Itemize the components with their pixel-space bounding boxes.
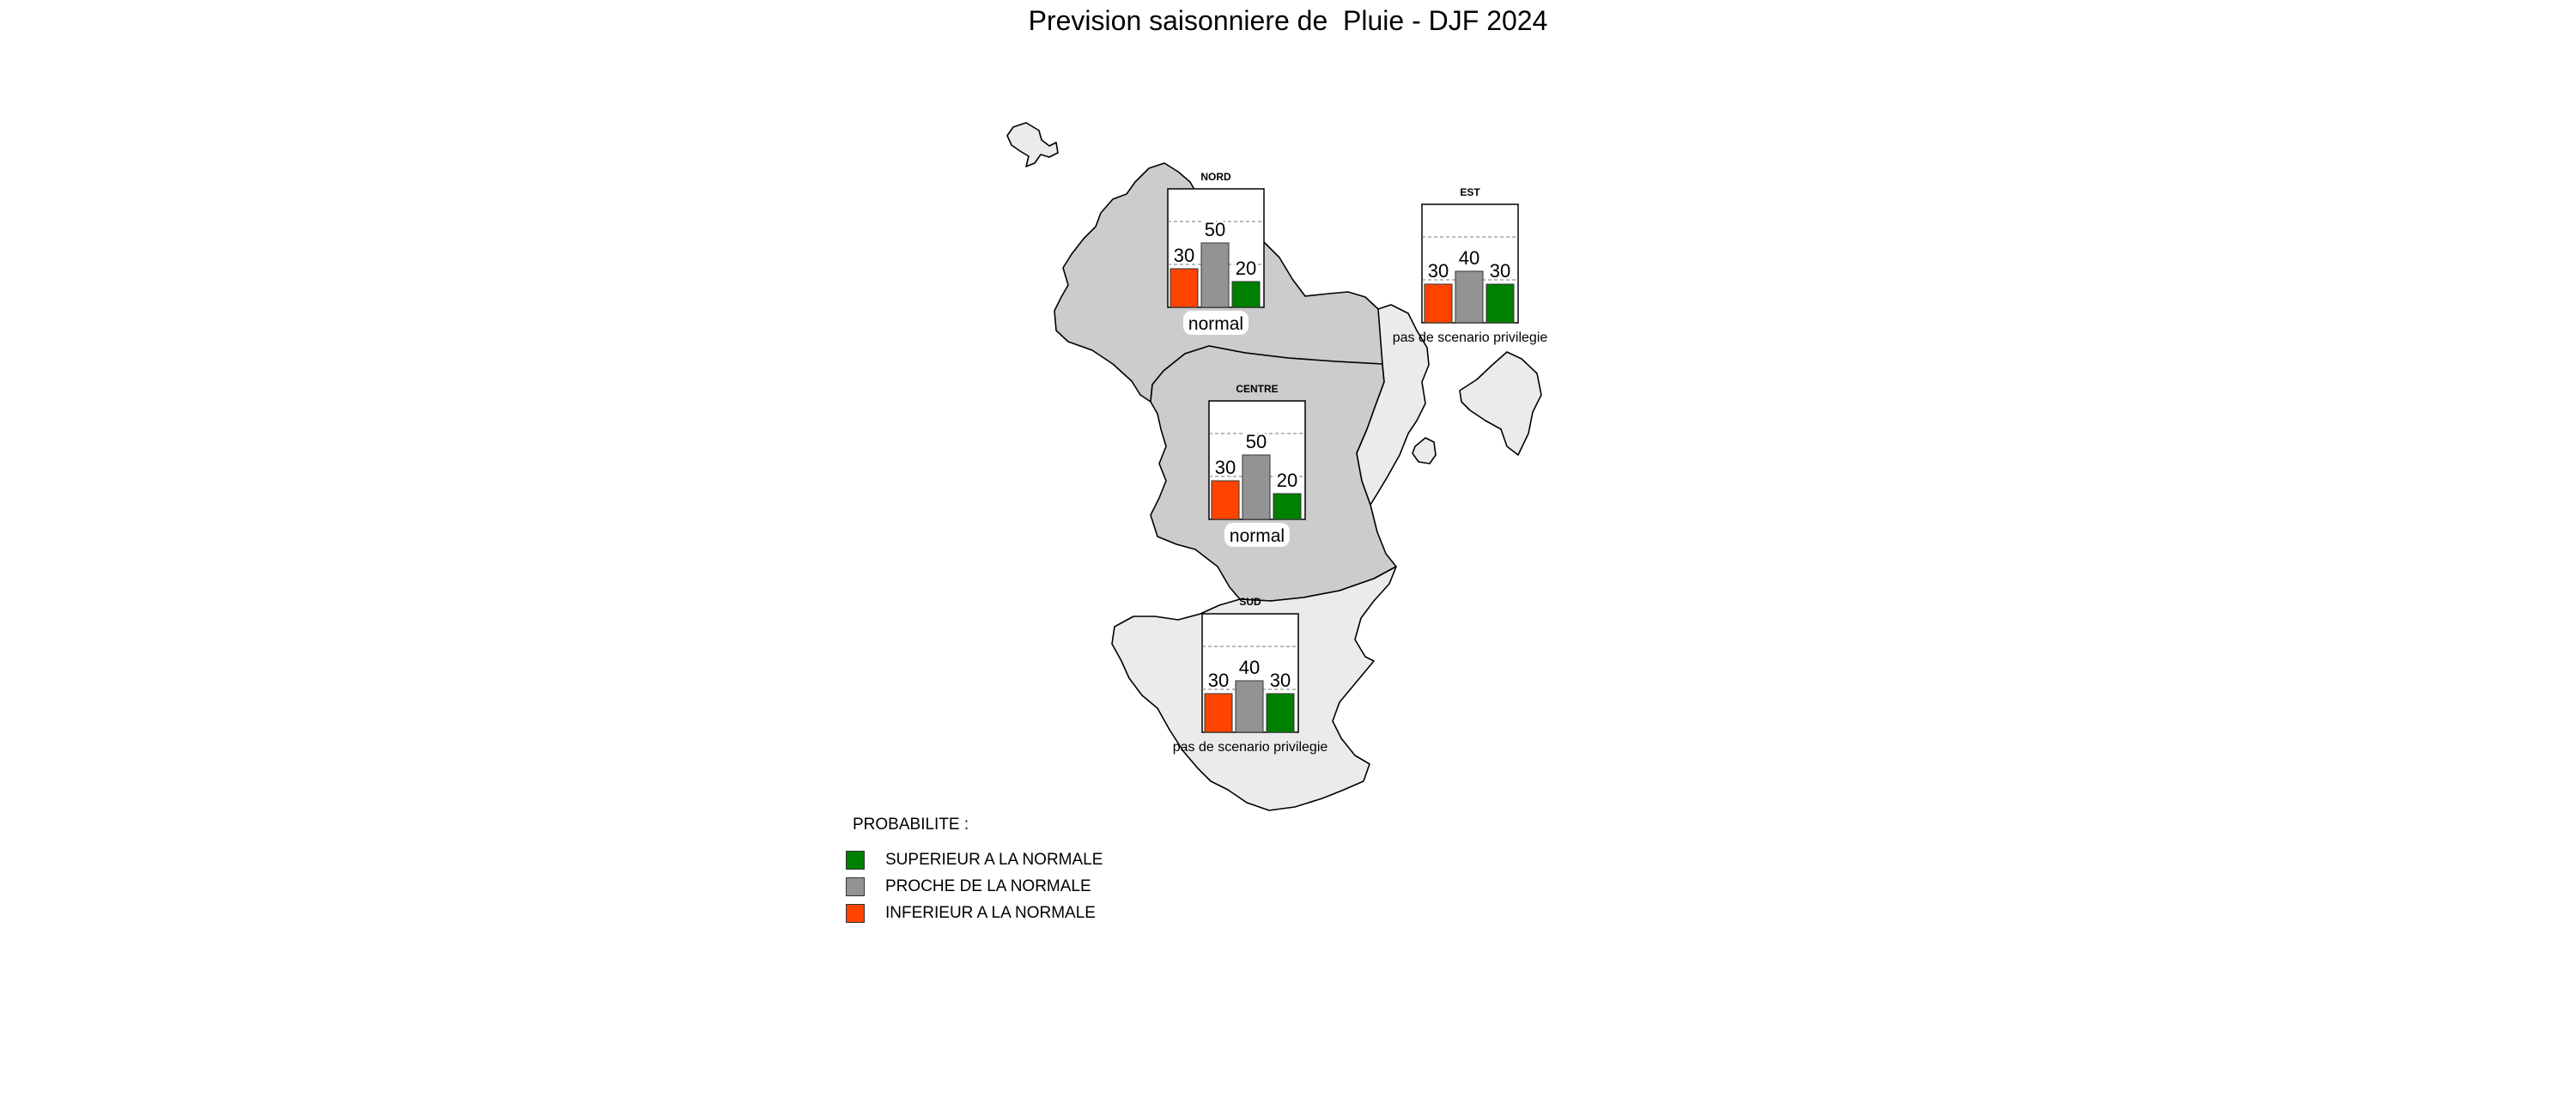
legend-item-inferieur: INFERIEUR A LA NORMALE — [846, 900, 1103, 926]
bar-value-est-superieur: 30 — [1490, 260, 1510, 282]
legend-swatch-superieur — [846, 850, 865, 870]
region-est-petite-terre — [1459, 351, 1542, 456]
bar-value-centre-proche: 50 — [1246, 431, 1267, 452]
bar-value-sud-superieur: 30 — [1270, 670, 1291, 691]
bar-centre-inferieur — [1211, 480, 1240, 520]
legend-label-proche: PROCHE DE LA NORMALE — [885, 876, 1091, 895]
legend-title: PROBABILITE : — [853, 816, 969, 834]
bar-sud-superieur — [1266, 693, 1295, 733]
legend-swatch-proche — [846, 876, 865, 896]
bar-est-superieur — [1485, 283, 1515, 324]
bar-nord-proche — [1200, 242, 1230, 308]
region-label-est: EST — [1460, 186, 1480, 198]
islet-northwest — [1006, 122, 1059, 167]
chart-est: EST 30 40 30 pas de scenario privilegie — [1393, 186, 1548, 345]
bar-value-nord-superieur: 20 — [1236, 258, 1256, 279]
bar-nord-superieur — [1231, 281, 1261, 308]
bar-est-inferieur — [1424, 283, 1453, 324]
islet-east-small — [1412, 437, 1437, 464]
bar-value-centre-superieur: 20 — [1277, 470, 1297, 491]
legend-item-proche: PROCHE DE LA NORMALE — [846, 873, 1103, 900]
bar-sud-proche — [1235, 680, 1264, 733]
region-label-centre: CENTRE — [1236, 383, 1278, 395]
map-title: Prevision saisonniere de Pluie - DJF 202… — [1028, 5, 1548, 36]
bar-centre-proche — [1242, 454, 1271, 520]
scenario-bg-nord — [1183, 311, 1249, 335]
scenario-bg-centre — [1224, 523, 1290, 547]
bar-nord-inferieur — [1170, 268, 1199, 308]
bar-value-sud-proche: 40 — [1239, 657, 1260, 678]
legend: PROBABILITE : SUPERIEUR A LA NORMALE PRO… — [846, 816, 1103, 926]
bar-est-proche — [1455, 270, 1484, 324]
scenario-label-sud: pas de scenario privilegie — [1173, 740, 1328, 755]
legend-label-superieur: SUPERIEUR A LA NORMALE — [885, 850, 1103, 869]
chart-sud: SUD 30 40 30 pas de scenario privilegie — [1173, 596, 1328, 755]
region-est-coast — [1356, 304, 1430, 506]
legend-swatch-inferieur — [846, 903, 865, 923]
chart-centre: CENTRE 30 50 20 normal — [1208, 383, 1306, 547]
bar-sud-inferieur — [1204, 693, 1233, 733]
bar-value-nord-inferieur: 30 — [1174, 245, 1194, 266]
bar-value-est-inferieur: 30 — [1428, 260, 1449, 282]
bar-value-est-proche: 40 — [1459, 247, 1479, 269]
bar-value-sud-inferieur: 30 — [1208, 670, 1229, 691]
bar-value-centre-inferieur: 30 — [1215, 457, 1236, 478]
legend-item-superieur: SUPERIEUR A LA NORMALE — [846, 846, 1103, 873]
scenario-label-est: pas de scenario privilegie — [1393, 331, 1548, 345]
region-label-sud: SUD — [1239, 596, 1261, 608]
scenario-label-centre: normal — [1230, 526, 1285, 546]
legend-label-inferieur: INFERIEUR A LA NORMALE — [885, 903, 1096, 922]
bar-value-nord-proche: 50 — [1205, 219, 1225, 240]
scenario-label-nord: normal — [1188, 314, 1243, 334]
chart-nord: NORD 30 50 20 normal — [1167, 171, 1265, 335]
bar-centre-superieur — [1273, 493, 1302, 520]
region-label-nord: NORD — [1200, 171, 1231, 183]
